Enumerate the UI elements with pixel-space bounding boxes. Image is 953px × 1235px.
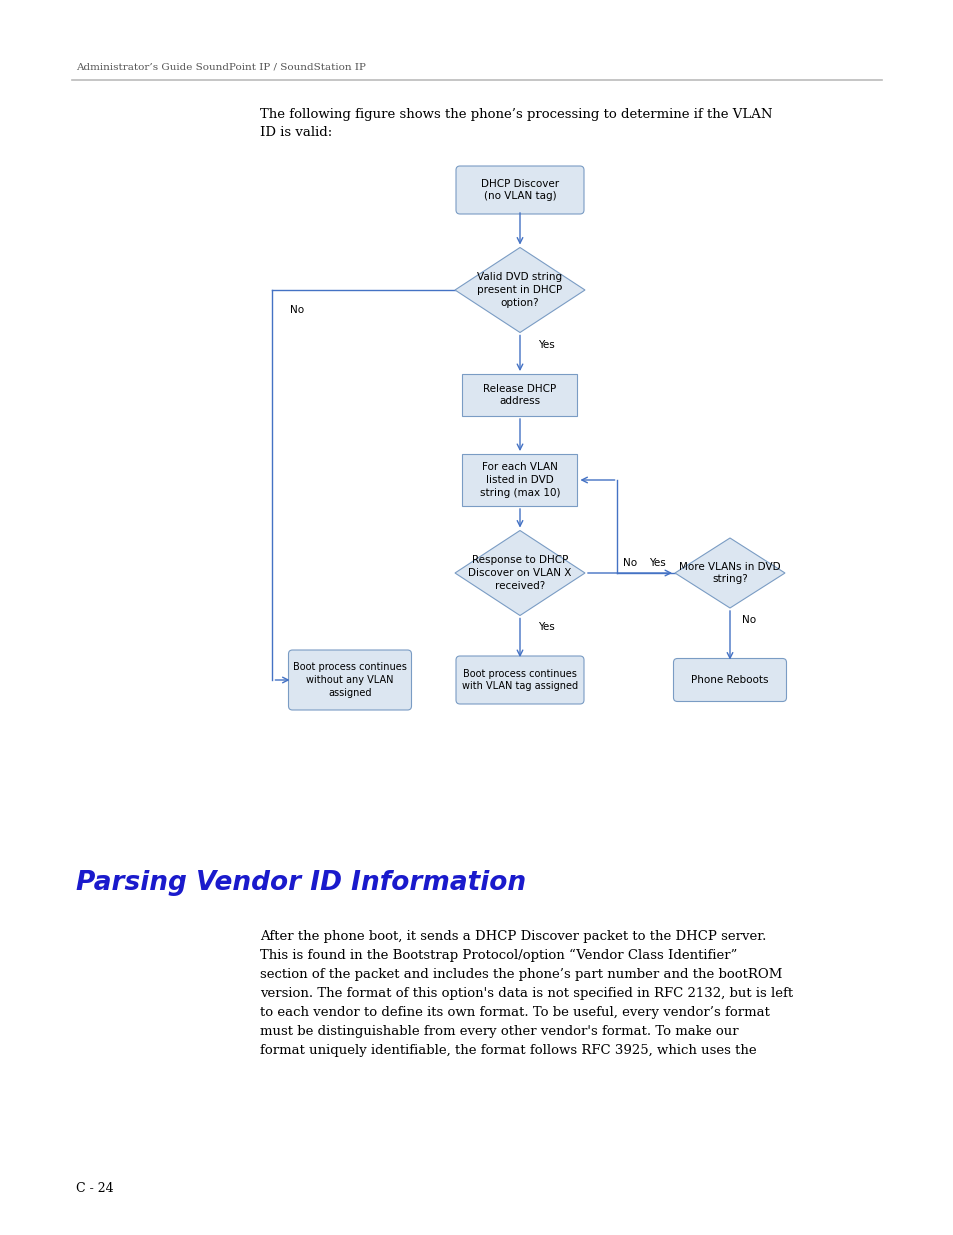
Text: No: No [622, 558, 637, 568]
Text: Valid DVD string
present in DHCP
option?: Valid DVD string present in DHCP option? [476, 272, 562, 308]
Text: For each VLAN
listed in DVD
string (max 10): For each VLAN listed in DVD string (max … [479, 462, 559, 498]
Text: Boot process continues
without any VLAN
assigned: Boot process continues without any VLAN … [293, 662, 407, 698]
Text: More VLANs in DVD
string?: More VLANs in DVD string? [679, 562, 780, 584]
FancyBboxPatch shape [456, 656, 583, 704]
Text: The following figure shows the phone’s processing to determine if the VLAN
ID is: The following figure shows the phone’s p… [260, 107, 772, 140]
Text: Yes: Yes [537, 622, 554, 632]
Text: C - 24: C - 24 [76, 1182, 113, 1195]
Text: Response to DHCP
Discover on VLAN X
received?: Response to DHCP Discover on VLAN X rece… [468, 556, 571, 590]
FancyBboxPatch shape [288, 650, 411, 710]
Text: No: No [291, 305, 304, 315]
FancyBboxPatch shape [673, 658, 785, 701]
Polygon shape [455, 531, 584, 615]
Polygon shape [455, 247, 584, 332]
Text: Yes: Yes [537, 340, 554, 350]
Text: Boot process continues
with VLAN tag assigned: Boot process continues with VLAN tag ass… [461, 668, 578, 692]
Bar [462, 374, 577, 416]
FancyBboxPatch shape [456, 165, 583, 214]
Text: DHCP Discover
(no VLAN tag): DHCP Discover (no VLAN tag) [480, 179, 558, 201]
Text: Phone Reboots: Phone Reboots [691, 676, 768, 685]
Polygon shape [675, 538, 784, 608]
Text: Parsing Vendor ID Information: Parsing Vendor ID Information [76, 869, 525, 897]
Bar [462, 454, 577, 506]
Text: Release DHCP
address: Release DHCP address [483, 384, 556, 406]
Text: Yes: Yes [648, 558, 665, 568]
Text: No: No [741, 615, 756, 625]
Text: After the phone boot, it sends a DHCP Discover packet to the DHCP server.
This i: After the phone boot, it sends a DHCP Di… [260, 930, 792, 1057]
Text: Administrator’s Guide SoundPoint IP / SoundStation IP: Administrator’s Guide SoundPoint IP / So… [76, 62, 366, 70]
